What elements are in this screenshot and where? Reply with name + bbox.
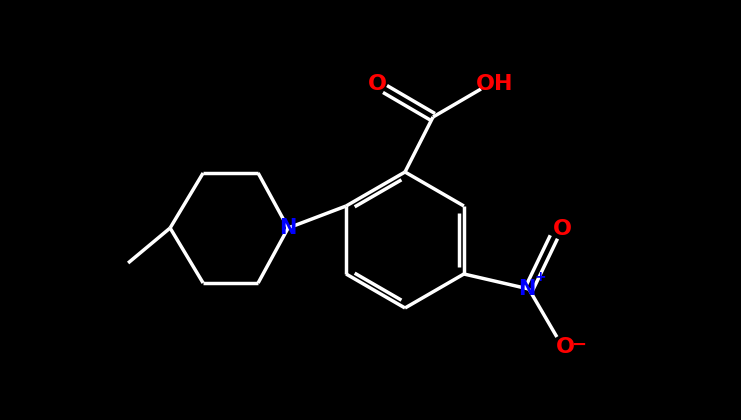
Text: O: O — [556, 337, 574, 357]
Text: −: − — [571, 336, 586, 354]
Text: +: + — [534, 270, 545, 284]
Text: O: O — [368, 74, 387, 94]
Text: OH: OH — [476, 74, 514, 94]
Text: N: N — [518, 279, 536, 299]
Text: N: N — [279, 218, 297, 238]
Text: O: O — [552, 219, 571, 239]
